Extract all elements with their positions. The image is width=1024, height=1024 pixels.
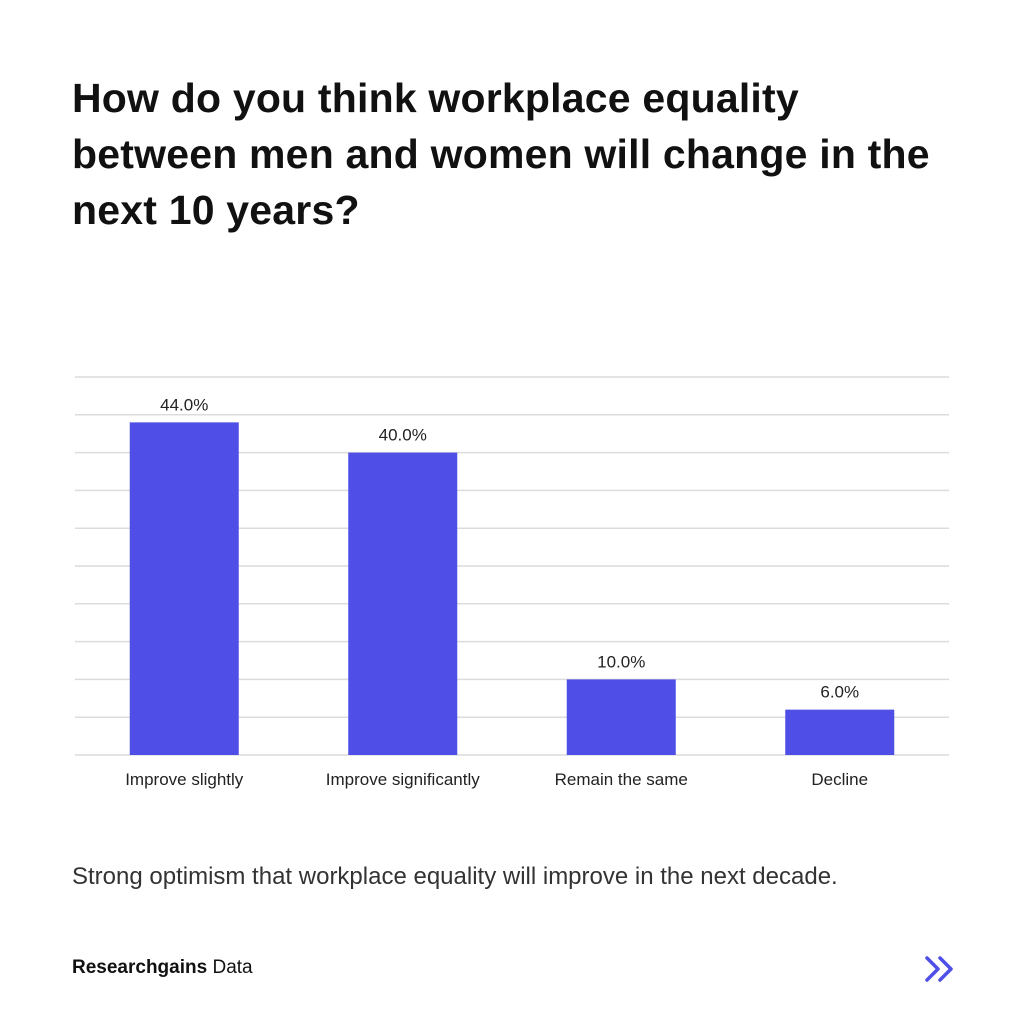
bars	[129, 422, 895, 755]
category-label: Remain the same	[555, 770, 688, 789]
data-label: 10.0%	[597, 652, 645, 671]
category-label: Decline	[811, 770, 868, 789]
data-label: 6.0%	[820, 683, 859, 702]
bar	[129, 422, 239, 755]
data-label: 40.0%	[379, 426, 427, 445]
next-button[interactable]	[918, 950, 962, 990]
data-label: 44.0%	[160, 395, 208, 414]
bar	[785, 709, 895, 755]
chart-caption: Strong optimism that workplace equality …	[72, 863, 838, 890]
category-label: Improve slightly	[125, 770, 244, 789]
source-suffix: Data	[207, 957, 253, 978]
double-chevron-right-icon	[925, 956, 953, 982]
category-labels: Improve slightly Improve significantly Rem…	[125, 770, 868, 789]
bar-chart: 44.0%40.0%10.0%6.0% Improve slightly Impr…	[75, 376, 949, 789]
brand-name: Researchgains	[72, 957, 208, 978]
bar	[348, 452, 458, 755]
chart-title: How do you think workplace equality betw…	[72, 75, 930, 233]
source-credit: Researchgains Data	[72, 957, 253, 979]
category-label: Improve significantly	[326, 770, 481, 789]
data-labels: 44.0% 40.0% 10.0% 6.0%	[160, 395, 859, 701]
bar	[566, 679, 676, 755]
